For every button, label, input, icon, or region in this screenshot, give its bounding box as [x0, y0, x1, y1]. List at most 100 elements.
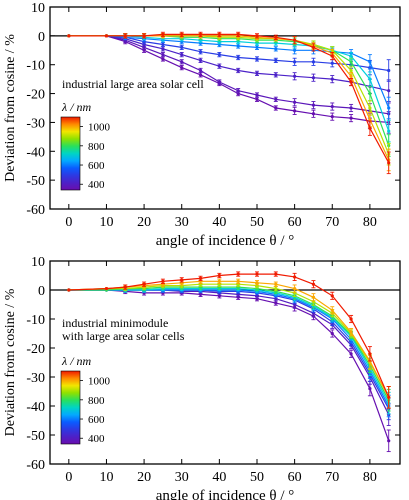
data-point	[368, 352, 372, 356]
x-axis-label: angle of incidence θ / °	[156, 488, 295, 500]
x-tick-label: 40	[212, 470, 226, 485]
data-point	[349, 330, 353, 334]
data-point	[387, 395, 391, 399]
data-point	[161, 53, 165, 57]
series-line	[68, 35, 390, 109]
y-tick-label: 10	[31, 255, 45, 270]
data-point	[274, 282, 278, 286]
data-point	[330, 115, 334, 119]
x-tick-label: 20	[137, 215, 151, 230]
data-point	[161, 42, 165, 47]
data-point	[368, 91, 372, 96]
x-axis-label: angle of incidence θ / °	[156, 233, 295, 249]
data-point	[330, 77, 334, 81]
data-point	[330, 331, 334, 336]
data-point	[255, 93, 259, 97]
x-tick-label: 10	[99, 470, 113, 485]
data-point	[217, 32, 221, 37]
colorbar-tick-label: 400	[88, 179, 105, 191]
data-point	[236, 55, 240, 60]
colorbar-tick-label: 1000	[88, 376, 111, 388]
data-point	[311, 76, 316, 80]
data-point	[330, 308, 334, 312]
panel-label: industrial large area solar cell	[62, 77, 204, 91]
data-point	[180, 278, 184, 282]
data-point	[104, 34, 109, 38]
data-point	[236, 32, 240, 37]
data-point	[217, 273, 221, 278]
data-point	[180, 60, 184, 64]
y-tick-label: -10	[26, 313, 45, 328]
y-tick-label: -40	[26, 400, 45, 415]
data-point	[349, 106, 353, 110]
data-point	[274, 286, 278, 291]
data-point	[67, 288, 71, 292]
data-point	[293, 275, 297, 279]
y-tick-label: 10	[31, 1, 45, 16]
y-tick-label: -60	[26, 203, 45, 218]
colorbar-tick-label: 1000	[88, 122, 111, 134]
data-point	[104, 286, 109, 291]
data-point	[387, 439, 391, 443]
data-point	[161, 279, 165, 283]
y-tick-label: -30	[26, 371, 45, 386]
data-point	[142, 34, 146, 38]
series-line	[68, 35, 389, 115]
data-point	[274, 272, 278, 276]
series-line	[68, 35, 390, 161]
data-point	[180, 45, 184, 50]
data-point	[274, 73, 278, 77]
data-point	[161, 47, 165, 51]
data-point	[349, 352, 353, 356]
x-tick-label: 0	[65, 470, 72, 485]
legend-title: λ / nm	[61, 354, 92, 368]
data-point	[255, 34, 259, 38]
data-point	[387, 161, 391, 165]
data-point	[330, 294, 334, 298]
data-point	[293, 100, 297, 104]
data-point	[255, 57, 259, 61]
data-point	[274, 301, 278, 305]
series-line	[68, 286, 390, 401]
x-tick-label: 50	[250, 215, 264, 230]
y-tick-label: -50	[26, 174, 45, 189]
x-tick-label: 10	[99, 215, 113, 230]
data-point	[274, 35, 278, 39]
y-tick-label: -40	[26, 145, 45, 160]
data-point	[387, 129, 391, 133]
y-tick-label: 0	[38, 30, 45, 45]
x-tick-label: 80	[363, 470, 377, 485]
data-point	[198, 68, 203, 73]
data-point	[217, 80, 221, 84]
y-tick-label: -20	[26, 342, 45, 357]
data-point	[368, 117, 372, 122]
data-point	[67, 34, 71, 38]
colorbar	[60, 370, 81, 445]
data-point	[368, 60, 372, 64]
series-line	[68, 33, 390, 164]
x-tick-label: 30	[175, 215, 189, 230]
x-tick-label: 60	[288, 215, 302, 230]
x-tick-label: 20	[137, 470, 151, 485]
panel-label: industrial minimodule	[62, 316, 168, 330]
data-point	[311, 112, 316, 116]
data-point	[293, 60, 297, 64]
colorbar-tick-label: 800	[88, 395, 105, 407]
data-point	[330, 104, 334, 109]
data-point	[349, 74, 353, 78]
y-tick-label: -30	[26, 116, 45, 131]
data-point	[198, 58, 203, 62]
colorbar-tick-label: 600	[88, 414, 105, 426]
series-line	[68, 289, 390, 407]
data-point	[349, 54, 353, 58]
series-line	[68, 289, 390, 410]
data-point	[293, 38, 297, 42]
data-point	[217, 279, 221, 283]
colorbar-tick-label: 600	[88, 160, 105, 172]
data-point	[368, 126, 372, 130]
data-point	[387, 106, 391, 110]
data-point	[311, 45, 316, 50]
x-tick-label: 60	[288, 470, 302, 485]
data-point	[236, 68, 240, 73]
